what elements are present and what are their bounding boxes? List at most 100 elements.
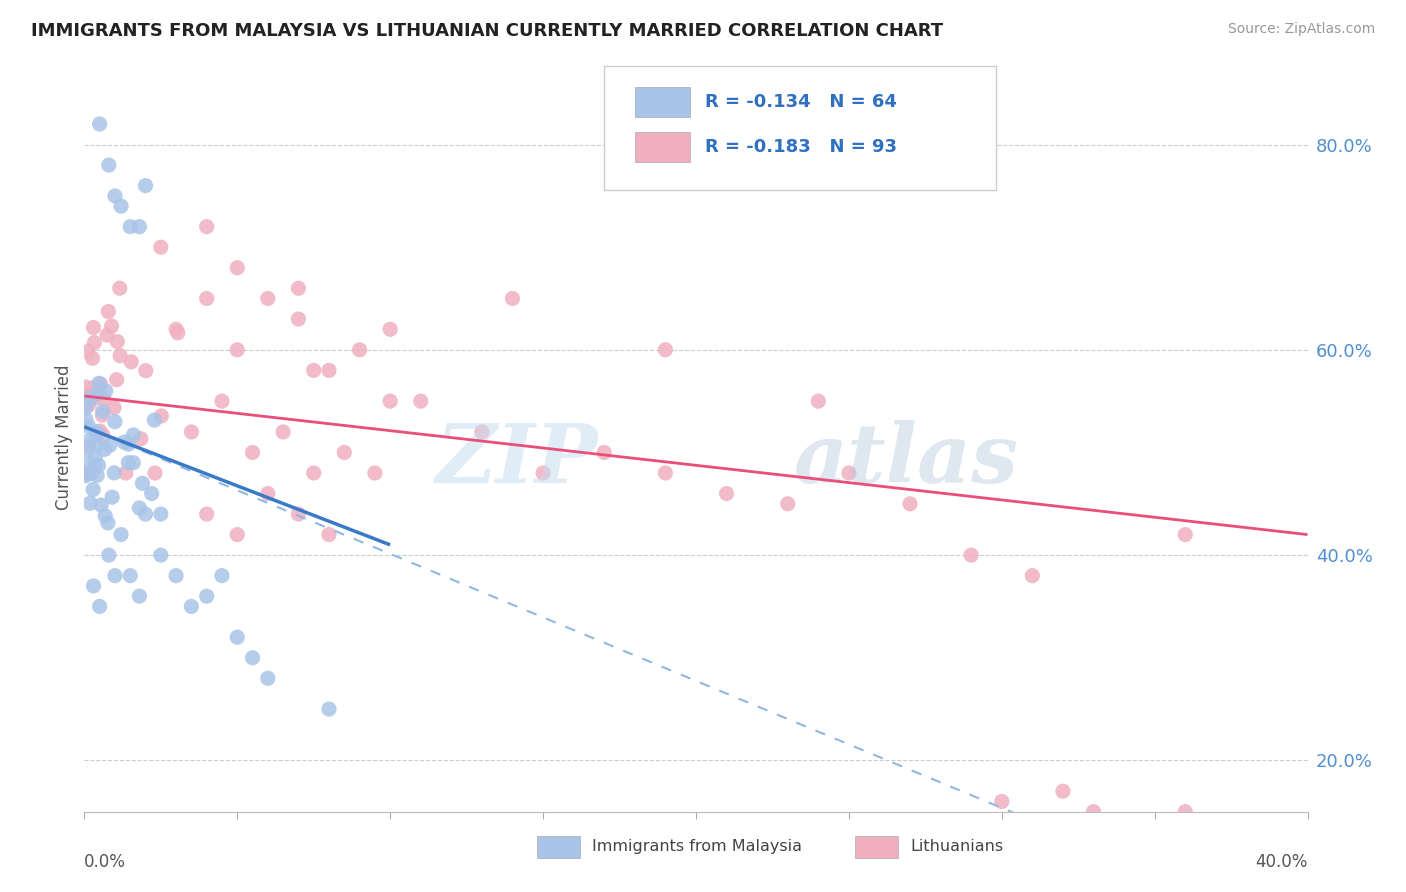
Point — [165, 322, 187, 336]
Point — [105, 373, 128, 387]
Text: atlas: atlas — [794, 419, 1019, 500]
Point — [89, 117, 111, 131]
Point — [143, 413, 166, 427]
Point — [75, 401, 97, 415]
Point — [104, 189, 127, 203]
Point — [112, 435, 135, 450]
Point — [86, 425, 108, 439]
Point — [97, 548, 120, 562]
Point — [654, 466, 676, 480]
Text: IMMIGRANTS FROM MALAYSIA VS LITHUANIAN CURRENTLY MARRIED CORRELATION CHART: IMMIGRANTS FROM MALAYSIA VS LITHUANIAN C… — [31, 22, 943, 40]
Point — [105, 334, 128, 349]
Point — [318, 702, 340, 716]
Point — [77, 419, 100, 434]
Point — [79, 496, 101, 510]
Point — [195, 292, 218, 306]
Text: Source: ZipAtlas.com: Source: ZipAtlas.com — [1227, 22, 1375, 37]
Point — [91, 404, 114, 418]
Point — [838, 466, 860, 480]
Point — [120, 568, 142, 582]
Point — [91, 408, 114, 422]
Point — [120, 355, 142, 369]
Point — [97, 304, 120, 318]
Point — [75, 468, 97, 483]
Point — [114, 466, 136, 480]
Point — [97, 516, 120, 530]
Point — [1021, 568, 1043, 582]
Text: 40.0%: 40.0% — [1256, 853, 1308, 871]
Point — [141, 486, 163, 500]
Point — [117, 456, 139, 470]
Point — [83, 579, 105, 593]
Point — [409, 394, 432, 409]
Point — [226, 527, 249, 541]
FancyBboxPatch shape — [636, 132, 690, 162]
Point — [380, 394, 402, 409]
Point — [128, 501, 150, 516]
Point — [77, 434, 100, 448]
Point — [318, 527, 340, 541]
Point — [257, 486, 280, 500]
Point — [87, 376, 110, 391]
Point — [94, 509, 117, 524]
Point — [1083, 805, 1105, 819]
Point — [82, 351, 104, 366]
Point — [87, 386, 110, 401]
Point — [120, 219, 142, 234]
Point — [211, 568, 233, 582]
Point — [100, 319, 122, 334]
Point — [83, 380, 105, 394]
Point — [91, 428, 114, 442]
Point — [135, 507, 157, 521]
Point — [96, 328, 118, 343]
Text: ZIP: ZIP — [436, 419, 598, 500]
Point — [75, 412, 97, 426]
Point — [75, 466, 97, 480]
FancyBboxPatch shape — [605, 66, 995, 190]
Text: Immigrants from Malaysia: Immigrants from Malaysia — [592, 839, 801, 855]
Point — [195, 219, 218, 234]
Point — [94, 384, 117, 398]
Point — [77, 439, 100, 453]
Point — [108, 281, 131, 295]
Point — [364, 466, 387, 480]
Point — [75, 380, 97, 394]
Point — [1174, 805, 1197, 819]
Point — [1052, 784, 1074, 798]
Point — [90, 377, 112, 392]
Point — [287, 281, 309, 295]
Point — [82, 392, 104, 407]
Point — [135, 178, 157, 193]
Point — [471, 425, 494, 439]
Point — [150, 409, 173, 423]
Point — [226, 343, 249, 357]
Point — [131, 476, 153, 491]
Point — [166, 326, 188, 340]
Point — [333, 445, 356, 459]
Point — [991, 794, 1014, 808]
Point — [108, 349, 131, 363]
Point — [257, 292, 280, 306]
Point — [271, 425, 294, 439]
Point — [1174, 527, 1197, 541]
Text: Lithuanians: Lithuanians — [910, 839, 1002, 855]
Y-axis label: Currently Married: Currently Married — [55, 364, 73, 510]
Point — [90, 498, 112, 512]
Point — [318, 363, 340, 377]
Point — [122, 428, 145, 442]
Point — [84, 458, 107, 472]
Point — [960, 548, 983, 562]
FancyBboxPatch shape — [636, 87, 690, 117]
Point — [195, 589, 218, 603]
Point — [86, 468, 108, 483]
Point — [287, 312, 309, 326]
Point — [807, 394, 830, 409]
Point — [180, 425, 202, 439]
Point — [257, 671, 280, 685]
Point — [83, 335, 105, 350]
Point — [195, 507, 218, 521]
Point — [110, 199, 132, 213]
Point — [211, 394, 233, 409]
Point — [149, 548, 172, 562]
Point — [104, 415, 127, 429]
